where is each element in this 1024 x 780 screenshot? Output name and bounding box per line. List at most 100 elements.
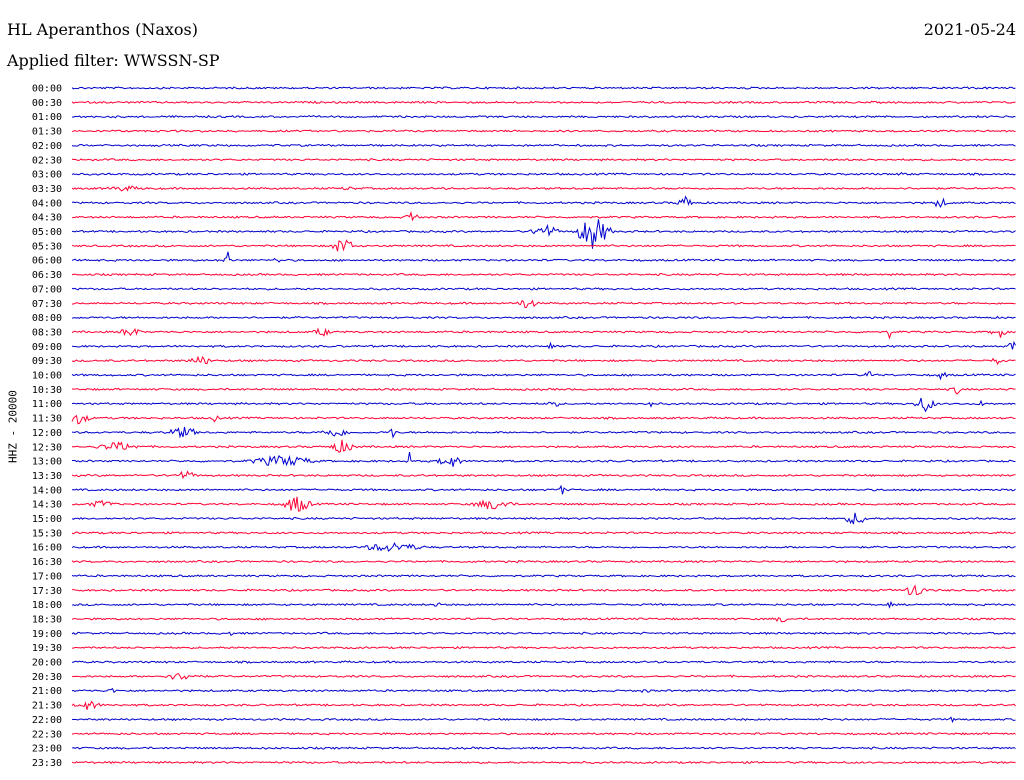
trace-line bbox=[71, 731, 1016, 736]
time-tick-label: 03:00 bbox=[32, 170, 62, 181]
trace-line bbox=[71, 716, 1016, 724]
time-tick-label: 23:00 bbox=[32, 744, 62, 755]
trace-line bbox=[71, 158, 1016, 162]
time-tick-label: 15:30 bbox=[32, 528, 62, 539]
trace-line bbox=[71, 387, 1016, 395]
trace-line bbox=[71, 414, 1016, 425]
trace-line bbox=[71, 371, 1016, 381]
time-tick-label: 12:30 bbox=[32, 442, 62, 453]
time-tick-label: 07:00 bbox=[32, 284, 62, 295]
trace-line bbox=[71, 272, 1016, 277]
filter-label: Applied filter: WWSSN-SP bbox=[7, 51, 220, 70]
time-tick-label: 17:30 bbox=[32, 586, 62, 597]
trace-line bbox=[71, 496, 1016, 512]
trace-line bbox=[71, 559, 1016, 564]
time-tick-label: 19:30 bbox=[32, 643, 62, 654]
trace-line bbox=[71, 584, 1016, 596]
time-tick-label: 19:00 bbox=[32, 629, 62, 640]
time-tick-label: 10:30 bbox=[32, 385, 62, 396]
trace-line bbox=[71, 484, 1016, 495]
time-tick-label: 16:30 bbox=[32, 557, 62, 568]
trace-line bbox=[71, 340, 1016, 350]
time-tick-label: 20:30 bbox=[32, 672, 62, 683]
time-tick-label: 21:00 bbox=[32, 686, 62, 697]
time-tick-label: 04:30 bbox=[32, 213, 62, 224]
time-tick-label: 09:00 bbox=[32, 342, 62, 353]
trace-line bbox=[71, 195, 1016, 209]
trace-line bbox=[71, 86, 1016, 90]
time-tick-label: 04:00 bbox=[32, 198, 62, 209]
time-tick-label: 00:30 bbox=[32, 98, 62, 109]
trace-line bbox=[71, 470, 1016, 480]
trace-line bbox=[71, 210, 1016, 222]
trace-line bbox=[71, 426, 1016, 439]
time-tick-label: 06:00 bbox=[32, 256, 62, 267]
time-tick-label: 18:00 bbox=[32, 600, 62, 611]
time-tick-label: 01:30 bbox=[32, 127, 62, 138]
trace-line bbox=[71, 746, 1016, 750]
time-tick-label: 01:00 bbox=[32, 112, 62, 123]
trace-line bbox=[71, 251, 1016, 263]
time-tick-label: 12:00 bbox=[32, 428, 62, 439]
seismic-traces bbox=[71, 86, 1016, 765]
time-tick-label: 02:30 bbox=[32, 155, 62, 166]
time-tick-label: 09:30 bbox=[32, 356, 62, 367]
trace-line bbox=[71, 512, 1016, 525]
trace-line bbox=[71, 673, 1016, 680]
trace-line bbox=[71, 687, 1016, 694]
trace-line bbox=[71, 439, 1016, 453]
time-tick-label: 07:30 bbox=[32, 299, 62, 310]
trace-line bbox=[71, 700, 1016, 710]
time-tick-label: 22:00 bbox=[32, 715, 62, 726]
time-tick-label: 14:00 bbox=[32, 485, 62, 496]
time-tick-label: 08:30 bbox=[32, 327, 62, 338]
trace-line bbox=[71, 617, 1016, 623]
time-tick-label: 03:30 bbox=[32, 184, 62, 195]
trace-line bbox=[71, 287, 1016, 291]
time-tick-label: 13:30 bbox=[32, 471, 62, 482]
trace-line bbox=[71, 129, 1016, 133]
trace-line bbox=[71, 541, 1016, 552]
time-tick-labels: 00:00 00:30 01:00 01:30 02:00 02:30 03:00 03:30… bbox=[32, 84, 62, 769]
trace-line bbox=[71, 239, 1016, 252]
time-tick-label: 11:00 bbox=[32, 399, 62, 410]
trace-line bbox=[71, 397, 1016, 413]
trace-line bbox=[71, 219, 1016, 249]
time-tick-label: 17:00 bbox=[32, 571, 62, 582]
trace-line bbox=[71, 600, 1016, 609]
time-tick-label: 00:00 bbox=[32, 84, 62, 95]
trace-line bbox=[71, 315, 1016, 320]
trace-line bbox=[71, 185, 1016, 192]
time-tick-label: 13:00 bbox=[32, 457, 62, 468]
time-tick-label: 15:00 bbox=[32, 514, 62, 525]
trace-line bbox=[71, 355, 1016, 366]
time-tick-label: 02:00 bbox=[32, 141, 62, 152]
time-tick-label: 21:30 bbox=[32, 701, 62, 712]
time-tick-label: 20:00 bbox=[32, 658, 62, 669]
station-title: HL Aperanthos (Naxos) bbox=[7, 20, 198, 39]
time-tick-label: 05:30 bbox=[32, 241, 62, 252]
trace-line bbox=[71, 660, 1016, 664]
trace-line bbox=[71, 114, 1016, 119]
time-tick-label: 08:00 bbox=[32, 313, 62, 324]
time-tick-label: 14:30 bbox=[32, 500, 62, 511]
trace-line bbox=[71, 143, 1016, 148]
time-tick-label: 18:30 bbox=[32, 614, 62, 625]
trace-line bbox=[71, 531, 1016, 535]
trace-line bbox=[71, 760, 1016, 765]
time-tick-label: 11:30 bbox=[32, 414, 62, 425]
date-label: 2021-05-24 bbox=[923, 20, 1016, 39]
time-tick-label: 06:30 bbox=[32, 270, 62, 281]
trace-line bbox=[71, 171, 1016, 176]
trace-line bbox=[71, 645, 1016, 650]
time-tick-label: 16:00 bbox=[32, 543, 62, 554]
trace-line bbox=[71, 631, 1016, 637]
trace-line bbox=[71, 451, 1016, 467]
trace-line bbox=[71, 574, 1016, 578]
time-tick-label: 05:00 bbox=[32, 227, 62, 238]
time-tick-label: 23:30 bbox=[32, 758, 62, 769]
trace-line bbox=[71, 100, 1016, 105]
time-tick-label: 22:30 bbox=[32, 729, 62, 740]
trace-line bbox=[72, 299, 1016, 309]
